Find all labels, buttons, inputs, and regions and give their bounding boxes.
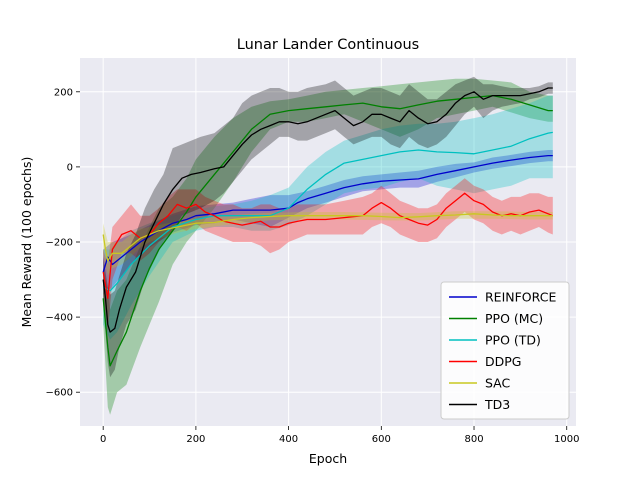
- legend-box: [440, 281, 570, 420]
- line-sac: [102, 213, 553, 262]
- x-tick-label: 0: [100, 434, 106, 445]
- grid-lines: [80, 58, 576, 426]
- chart-title: Lunar Lander Continuous: [237, 37, 419, 53]
- legend: REINFORCE PPO (MC) PPO (TD) DDPG SAC TD3: [440, 281, 570, 420]
- y-tick-label: −600: [46, 388, 73, 399]
- y-tick-label: −400: [46, 313, 73, 324]
- line-reinforce: [102, 154, 553, 273]
- tick-labels: 0 200 400 600 800 1000 −600 −400 −200 0 200: [46, 87, 580, 445]
- y-axis-label: Mean Reward (100 epochs): [19, 157, 34, 328]
- line-ppo-td: [102, 131, 553, 292]
- legend-label: PPO (MC): [485, 311, 543, 326]
- x-tick-label: 800: [464, 434, 483, 445]
- legend-label: REINFORCE: [485, 290, 556, 305]
- band-sac: [103, 211, 553, 276]
- y-tick-label: 0: [67, 162, 73, 173]
- band-ppo-mc: [103, 78, 553, 415]
- y-tick-label: 200: [54, 87, 73, 98]
- legend-label: SAC: [485, 376, 510, 391]
- x-axis-label: Epoch: [309, 451, 347, 466]
- band-reinforce: [103, 150, 553, 295]
- x-tick-label: 600: [372, 434, 391, 445]
- band-ppo-td: [103, 95, 553, 340]
- legend-label: DDPG: [485, 354, 521, 369]
- legend-label: TD3: [484, 397, 510, 412]
- series-lines: [102, 87, 554, 367]
- line-td3: [102, 87, 553, 333]
- y-tick-label: −200: [46, 238, 73, 249]
- x-tick-label: 200: [186, 434, 205, 445]
- x-tick-label: 1000: [554, 434, 579, 445]
- legend-label: PPO (TD): [485, 333, 541, 348]
- line-ddpg: [102, 192, 554, 299]
- x-tick-label: 400: [279, 434, 298, 445]
- band-td3: [103, 76, 553, 378]
- line-ppo-mc: [102, 94, 553, 367]
